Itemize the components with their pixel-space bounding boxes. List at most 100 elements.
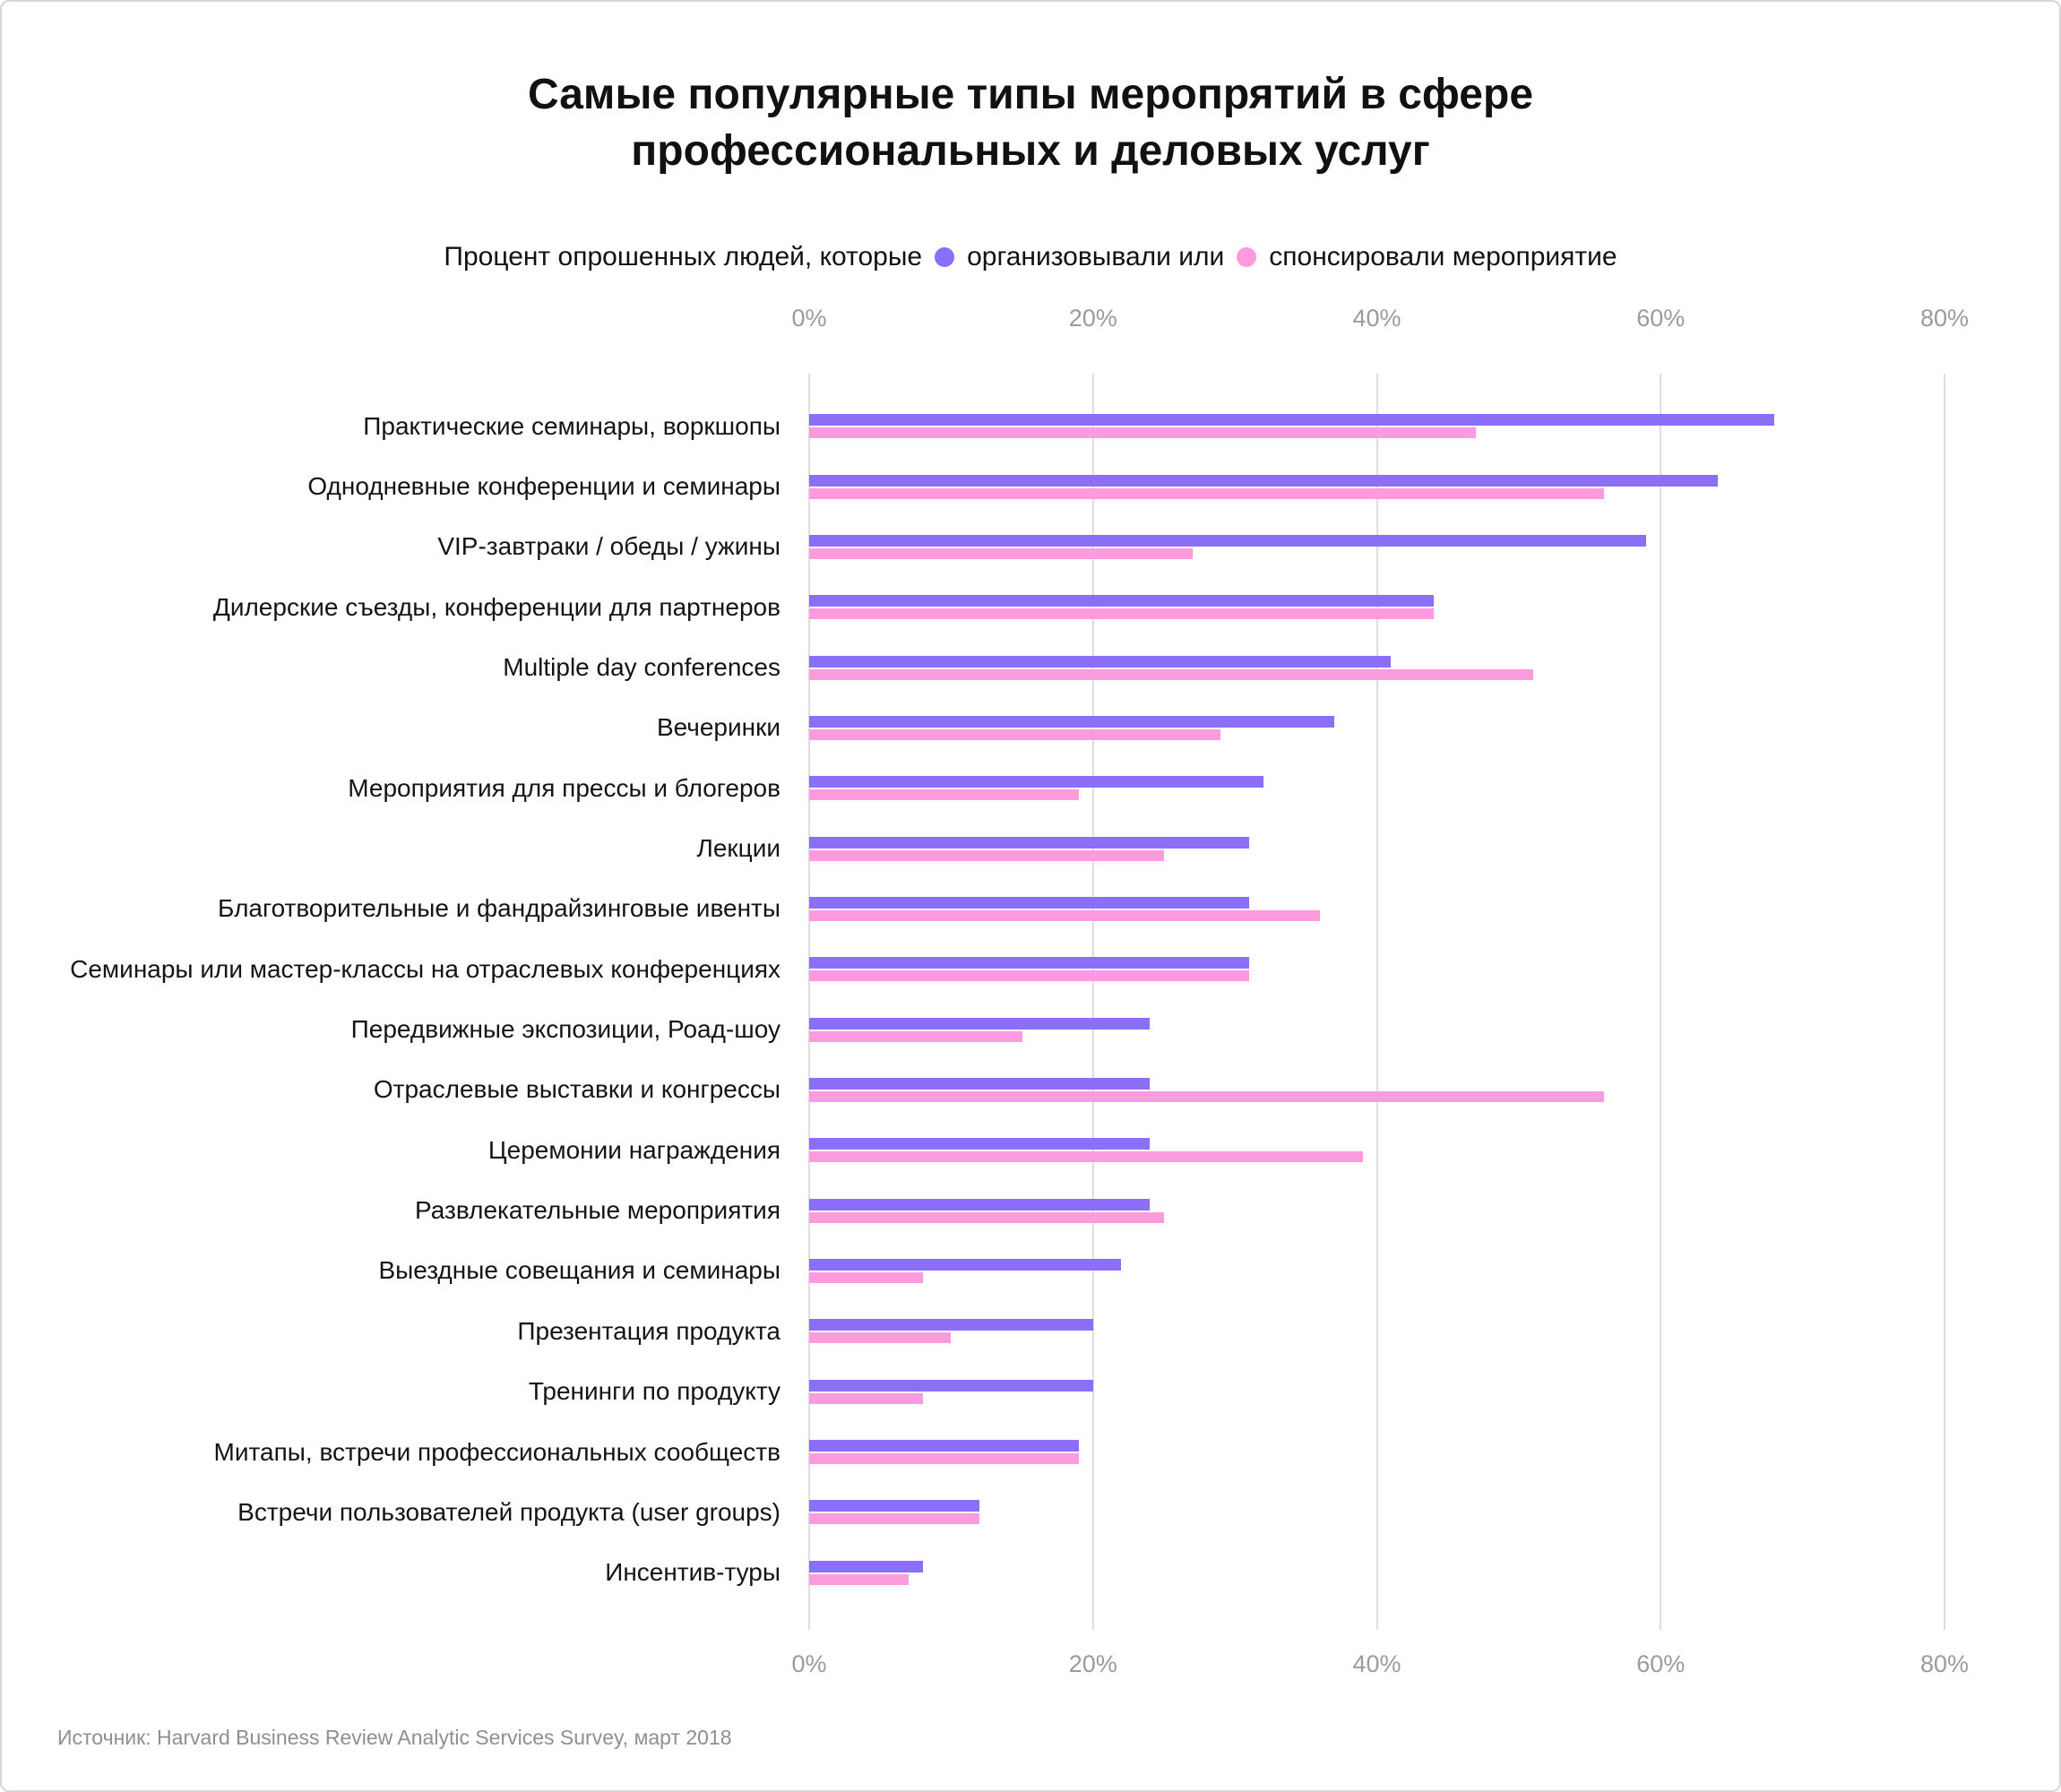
gridlines bbox=[808, 374, 1945, 1630]
chart-row: Отраслевые выставки и конгрессы bbox=[2, 1060, 1945, 1120]
organized-bar bbox=[809, 595, 1434, 607]
gridline bbox=[1944, 374, 1945, 1630]
bar-group bbox=[809, 1138, 1945, 1163]
axis-tick-label: 20% bbox=[1068, 1650, 1117, 1677]
axis-tick-label: 0% bbox=[791, 1650, 827, 1677]
chart-row: Инсентив-туры bbox=[2, 1543, 1945, 1603]
gridline bbox=[1375, 374, 1378, 1630]
chart-legend: Процент опрошенных людей, которые органи… bbox=[2, 242, 2059, 272]
bar-group bbox=[809, 1560, 1945, 1585]
bar-group bbox=[809, 1319, 1945, 1344]
gridline bbox=[808, 374, 810, 1630]
sponsored-bar bbox=[809, 547, 1193, 559]
axis-tick-label: 40% bbox=[1352, 1650, 1401, 1677]
sponsored-bar bbox=[809, 1271, 923, 1283]
bar-group bbox=[809, 836, 1945, 861]
bottom-axis: 0% 20% 40% 60% 80% bbox=[791, 1650, 1969, 1677]
bar-group bbox=[809, 715, 1945, 740]
chart-row: Митапы, встречи профессиональных сообщес… bbox=[2, 1422, 1945, 1482]
category-label: Лекции bbox=[696, 834, 780, 863]
sponsored-bar bbox=[809, 789, 1079, 801]
chart-row: Мероприятия для прессы и блогеров bbox=[2, 758, 1945, 818]
chart-row: Церемонии награждения bbox=[2, 1120, 1945, 1180]
chart-title: Самые популярные типы меропрятий в сфере… bbox=[2, 66, 2059, 180]
bar-group bbox=[809, 414, 1945, 439]
category-label: Благотворительные и фандрайзинговые ивен… bbox=[218, 894, 780, 923]
sponsored-bar bbox=[809, 427, 1477, 439]
chart-row: Вечеринки bbox=[2, 698, 1945, 758]
category-label: Тренинги по продукту bbox=[528, 1377, 780, 1406]
organized-bar bbox=[809, 836, 1249, 849]
bar-group bbox=[809, 776, 1945, 801]
organized-bar bbox=[809, 957, 1249, 969]
gridline bbox=[1091, 374, 1094, 1630]
sponsored-bar bbox=[809, 728, 1221, 740]
bar-group bbox=[809, 655, 1945, 680]
sponsored-bar bbox=[809, 1332, 952, 1344]
legend-label-organized: организовывали или bbox=[967, 242, 1225, 271]
category-label: Вечеринки bbox=[656, 713, 780, 742]
category-label: Однодневные конференции и семинары bbox=[307, 472, 780, 501]
axis-tick-label: 40% bbox=[1352, 305, 1401, 332]
organized-bar bbox=[809, 1440, 1079, 1452]
chart-row: Однодневные конференции и семинары bbox=[2, 456, 1945, 516]
chart-rows: Практические семинары, воркшопы Одноднев… bbox=[2, 396, 1945, 1603]
legend-dot-sponsored-icon bbox=[1237, 247, 1257, 267]
organized-bar bbox=[809, 414, 1774, 426]
chart-row: Презентация продукта bbox=[2, 1301, 1945, 1361]
axis-tick-label: 20% bbox=[1068, 305, 1117, 332]
organized-bar bbox=[809, 715, 1334, 728]
bar-group bbox=[809, 1198, 1945, 1223]
source-note: Источник: Harvard Business Review Analyt… bbox=[57, 1726, 732, 1749]
chart-row: Благотворительные и фандрайзинговые ивен… bbox=[2, 879, 1945, 939]
chart-row: Multiple day conferences bbox=[2, 637, 1945, 697]
top-axis: 0% 20% 40% 60% 80% bbox=[791, 305, 1969, 332]
organized-bar bbox=[809, 655, 1392, 668]
bar-group bbox=[809, 957, 1945, 982]
organized-bar bbox=[809, 1319, 1093, 1331]
chart-row: Встречи пользователей продукта (user gro… bbox=[2, 1482, 1945, 1542]
chart-row: Развлекательные мероприятия bbox=[2, 1180, 1945, 1240]
category-label: Передвижные экспозиции, Роад-шоу bbox=[350, 1015, 780, 1044]
chart-row: Лекции bbox=[2, 818, 1945, 878]
chart-row: Дилерские съезды, конференции для партне… bbox=[2, 577, 1945, 637]
organized-bar bbox=[809, 1379, 1093, 1391]
organized-bar bbox=[809, 534, 1647, 547]
chart-row: Семинары или мастер-классы на отраслевых… bbox=[2, 939, 1945, 999]
category-label: Multiple day conferences bbox=[503, 653, 780, 682]
category-label: Инсентив-туры bbox=[605, 1558, 780, 1587]
sponsored-bar bbox=[809, 849, 1164, 861]
bar-group bbox=[809, 1258, 1945, 1283]
organized-bar bbox=[809, 896, 1249, 909]
chart-row: Тренинги по продукту bbox=[2, 1362, 1945, 1422]
sponsored-bar bbox=[809, 1211, 1164, 1223]
legend-label-sponsored: спонсировали мероприятие bbox=[1269, 242, 1617, 271]
bar-group bbox=[809, 1500, 1945, 1525]
organized-bar bbox=[809, 1138, 1151, 1150]
bar-group bbox=[809, 1017, 1945, 1042]
sponsored-bar bbox=[809, 970, 1249, 982]
category-label: Отраслевые выставки и конгрессы bbox=[373, 1075, 780, 1104]
organized-bar bbox=[809, 1500, 980, 1512]
bar-group bbox=[809, 595, 1945, 620]
organized-bar bbox=[809, 776, 1263, 788]
organized-bar bbox=[809, 1017, 1151, 1030]
axis-tick-label: 80% bbox=[1919, 305, 1970, 332]
axis-tick-label: 0% bbox=[791, 305, 827, 332]
category-label: VIP-завтраки / обеды / ужины bbox=[437, 532, 780, 561]
chart-row: VIP-завтраки / обеды / ужины bbox=[2, 517, 1945, 577]
sponsored-bar bbox=[809, 1392, 923, 1404]
chart-row: Передвижные экспозиции, Роад-шоу bbox=[2, 999, 1945, 1059]
bar-group bbox=[809, 534, 1945, 559]
bar-group bbox=[809, 1440, 1945, 1465]
organized-bar bbox=[809, 1258, 1122, 1271]
category-label: Практические семинары, воркшопы bbox=[363, 411, 780, 440]
category-label: Семинары или мастер-классы на отраслевых… bbox=[70, 954, 780, 983]
sponsored-bar bbox=[809, 487, 1604, 499]
bar-group bbox=[809, 1077, 1945, 1102]
sponsored-bar bbox=[809, 1151, 1363, 1163]
legend-dot-organized-icon bbox=[935, 247, 955, 267]
sponsored-bar bbox=[809, 608, 1434, 620]
category-label: Мероприятия для прессы и блогеров bbox=[348, 773, 780, 802]
